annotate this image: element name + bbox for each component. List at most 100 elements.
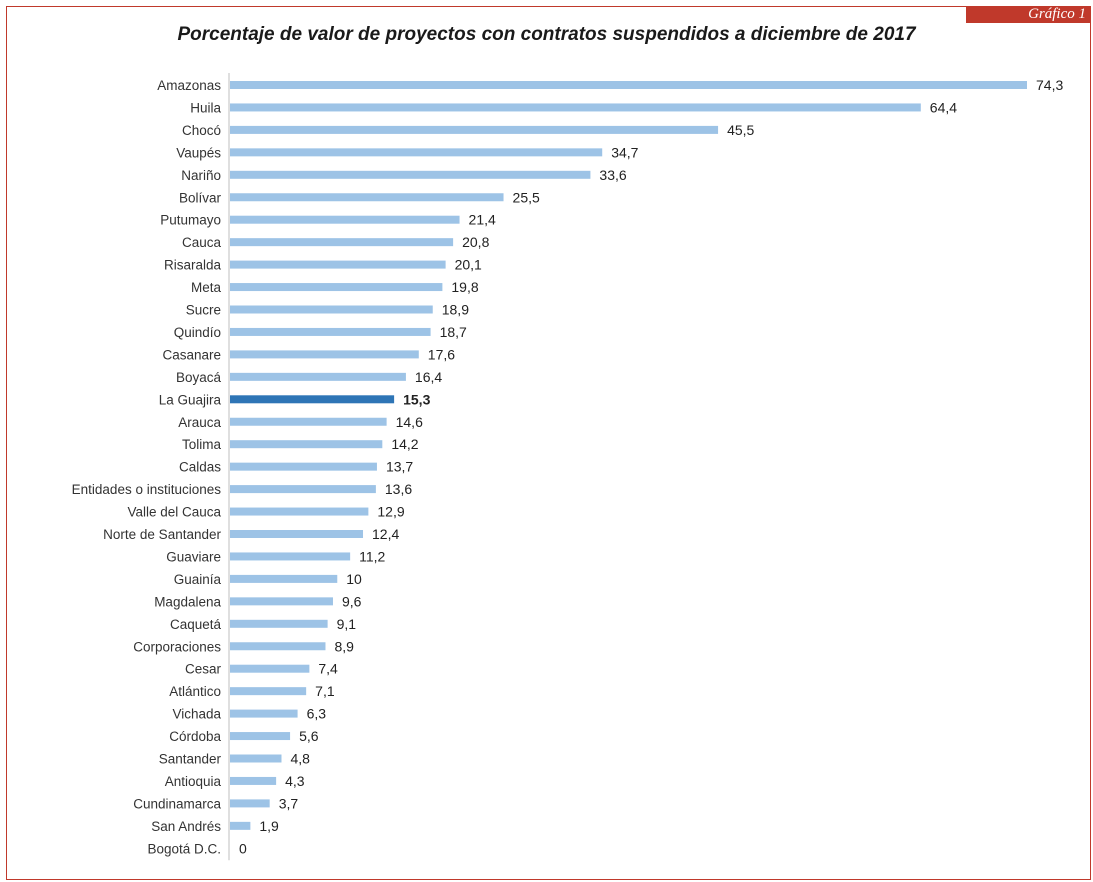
category-label: Valle del Cauca (127, 505, 221, 520)
bar (230, 148, 603, 157)
category-label: Boyacá (176, 370, 222, 385)
category-label: Córdoba (169, 729, 221, 744)
value-label: 9,6 (342, 593, 362, 609)
bar (230, 350, 419, 359)
value-label: 10 (346, 571, 362, 587)
value-label: 7,4 (318, 661, 338, 677)
value-label: 12,9 (377, 504, 404, 520)
bar (230, 260, 446, 269)
value-label: 12,4 (372, 526, 399, 542)
bar (230, 238, 454, 247)
category-label: Sucre (186, 303, 221, 318)
bar (230, 417, 387, 426)
value-label: 13,7 (386, 459, 413, 475)
highlighted-bar (230, 395, 395, 404)
category-label: Tolima (182, 437, 222, 452)
value-label: 18,7 (440, 324, 467, 340)
bar (230, 530, 364, 538)
value-label: 19,8 (451, 279, 478, 295)
chart-badge: Gráfico 1 (966, 7, 1090, 23)
category-label: Cundinamarca (133, 796, 221, 811)
value-label: 34,7 (611, 144, 638, 160)
value-label: 9,1 (337, 616, 357, 632)
bar (230, 754, 282, 763)
value-label: 20,1 (455, 257, 482, 273)
bar (230, 327, 431, 336)
value-label: 15,3 (403, 391, 430, 407)
category-label: Guainía (174, 572, 222, 587)
category-label: Antioquia (165, 774, 222, 789)
category-label: Vaupés (176, 145, 221, 160)
bar (230, 372, 406, 381)
bar (230, 664, 310, 673)
category-label: Huila (190, 100, 221, 115)
value-label: 18,9 (442, 302, 469, 318)
bar (230, 709, 298, 718)
category-label: Nariño (181, 168, 221, 183)
value-label: 17,6 (428, 346, 455, 362)
category-label: La Guajira (159, 392, 222, 407)
bar (230, 687, 307, 696)
category-label: Casanare (162, 347, 221, 362)
bar (230, 574, 338, 583)
bar (230, 821, 251, 830)
value-label: 20,8 (462, 234, 489, 250)
value-label: 5,6 (299, 728, 319, 744)
category-label: Chocó (182, 123, 221, 138)
bar (230, 776, 277, 785)
category-label: Caquetá (170, 617, 222, 632)
value-label: 13,6 (385, 481, 412, 497)
category-label: Entidades o instituciones (72, 482, 222, 497)
category-label: San Andrés (151, 819, 221, 834)
value-label: 0 (239, 840, 247, 856)
category-label: Quindío (174, 325, 221, 340)
category-label: Bogotá D.C. (147, 841, 221, 856)
category-label: Meta (191, 280, 222, 295)
bar (230, 462, 377, 471)
value-label: 21,4 (469, 212, 496, 228)
category-label: Cesar (185, 662, 222, 677)
category-label: Risaralda (164, 258, 222, 273)
bar (230, 642, 326, 651)
value-label: 45,5 (727, 122, 754, 138)
category-label: Cauca (182, 235, 222, 250)
value-label: 11,2 (359, 548, 385, 564)
category-label: Norte de Santander (103, 527, 221, 542)
category-label: Bolívar (179, 190, 222, 205)
category-label: Vichada (172, 707, 221, 722)
bar (230, 193, 504, 202)
category-label: Arauca (178, 415, 221, 430)
value-label: 64,4 (930, 99, 957, 115)
bar (230, 507, 369, 516)
value-label: 8,9 (334, 638, 354, 654)
bar (230, 305, 433, 314)
category-label: Santander (159, 752, 222, 767)
bar (230, 732, 291, 741)
bar (230, 215, 460, 224)
bar (230, 619, 328, 628)
value-label: 25,5 (513, 189, 540, 205)
bar (230, 170, 591, 179)
category-label: Guaviare (166, 549, 221, 564)
value-label: 16,4 (415, 369, 442, 385)
value-label: 14,2 (391, 436, 418, 452)
bar (230, 440, 383, 449)
value-label: 14,6 (396, 414, 423, 430)
category-label: Caldas (179, 460, 221, 475)
category-label: Amazonas (157, 78, 221, 93)
bar (230, 125, 719, 134)
value-label: 4,3 (285, 773, 305, 789)
bar (230, 799, 270, 808)
bar (230, 552, 351, 561)
bar (230, 103, 921, 112)
bar (230, 81, 1027, 89)
value-label: 33,6 (599, 167, 626, 183)
bar (230, 283, 443, 292)
category-label: Magdalena (154, 594, 221, 609)
value-label: 74,3 (1036, 77, 1063, 93)
value-label: 3,7 (279, 795, 299, 811)
bar (230, 485, 376, 494)
chart-title: Porcentaje de valor de proyectos con con… (177, 24, 916, 45)
value-label: 7,1 (315, 683, 335, 699)
category-label: Corporaciones (133, 639, 221, 654)
